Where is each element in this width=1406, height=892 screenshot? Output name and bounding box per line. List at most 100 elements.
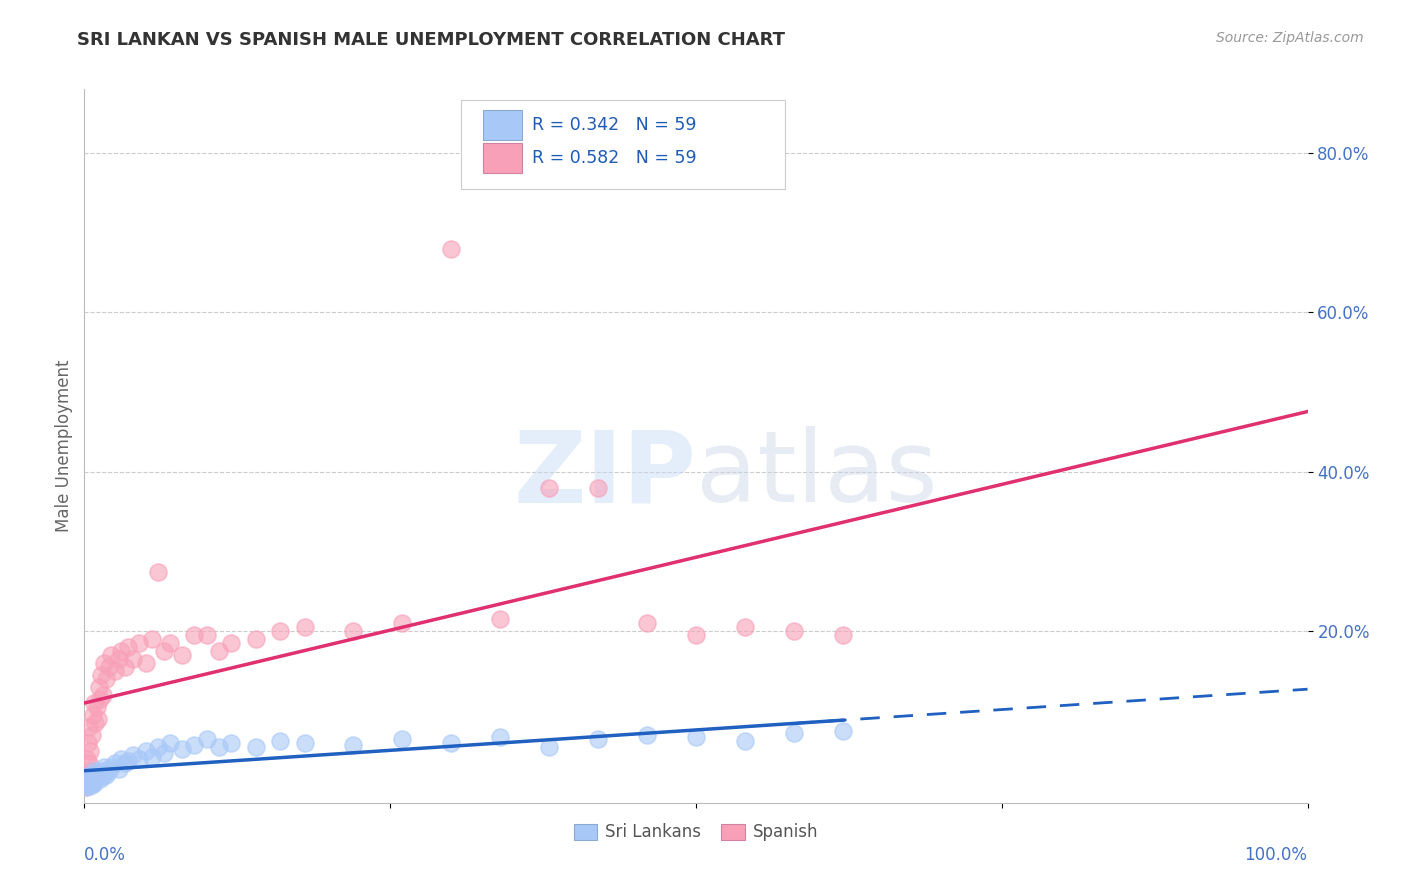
Point bbox=[77, 778, 100, 792]
Point bbox=[77, 772, 100, 786]
Point bbox=[87, 766, 110, 780]
Point bbox=[83, 768, 105, 782]
Point bbox=[97, 660, 120, 674]
Point bbox=[153, 746, 176, 760]
Text: SRI LANKAN VS SPANISH MALE UNEMPLOYMENT CORRELATION CHART: SRI LANKAN VS SPANISH MALE UNEMPLOYMENT … bbox=[77, 31, 786, 49]
FancyBboxPatch shape bbox=[484, 144, 522, 173]
Point bbox=[208, 739, 231, 754]
Point bbox=[245, 632, 267, 647]
Point bbox=[83, 696, 105, 710]
Point bbox=[586, 481, 609, 495]
Point bbox=[76, 776, 98, 790]
Point bbox=[122, 652, 145, 666]
Point bbox=[77, 774, 100, 789]
Point bbox=[153, 644, 176, 658]
Point bbox=[77, 720, 100, 734]
Point bbox=[146, 739, 169, 754]
Point bbox=[172, 742, 194, 756]
Point bbox=[117, 640, 139, 655]
Point bbox=[90, 764, 112, 778]
Point bbox=[440, 242, 463, 256]
Point bbox=[80, 728, 103, 742]
Point bbox=[685, 730, 707, 744]
Point bbox=[128, 752, 150, 766]
Point bbox=[159, 636, 181, 650]
Text: ZIP: ZIP bbox=[513, 426, 696, 523]
Point bbox=[77, 777, 100, 791]
Point bbox=[117, 754, 139, 768]
Point bbox=[80, 776, 103, 790]
Point bbox=[114, 660, 136, 674]
Point bbox=[135, 657, 157, 671]
Point bbox=[342, 624, 364, 639]
Point bbox=[76, 776, 98, 790]
Point bbox=[538, 739, 561, 754]
Text: 0.0%: 0.0% bbox=[84, 846, 127, 863]
Point bbox=[183, 628, 205, 642]
Point bbox=[83, 776, 105, 790]
Point bbox=[77, 756, 100, 770]
Point bbox=[84, 772, 107, 786]
Point bbox=[82, 772, 104, 786]
Point bbox=[107, 652, 129, 666]
Point bbox=[79, 779, 101, 793]
Point bbox=[76, 752, 98, 766]
Point bbox=[245, 739, 267, 754]
Point bbox=[219, 636, 242, 650]
Point bbox=[831, 724, 853, 739]
Point bbox=[77, 736, 100, 750]
Point bbox=[135, 744, 157, 758]
Point bbox=[83, 764, 105, 778]
Point bbox=[294, 620, 316, 634]
Point bbox=[89, 692, 111, 706]
Point bbox=[100, 760, 122, 774]
Point bbox=[77, 772, 100, 786]
Point bbox=[79, 744, 101, 758]
Point bbox=[342, 738, 364, 752]
Point bbox=[269, 734, 291, 748]
Point bbox=[82, 777, 104, 791]
Point bbox=[82, 708, 104, 723]
Point bbox=[107, 762, 129, 776]
Point bbox=[100, 648, 122, 663]
Point bbox=[91, 770, 114, 784]
FancyBboxPatch shape bbox=[484, 110, 522, 140]
Point bbox=[93, 657, 115, 671]
Text: R = 0.582   N = 59: R = 0.582 N = 59 bbox=[531, 150, 697, 168]
Point bbox=[122, 747, 145, 762]
Point bbox=[75, 780, 97, 794]
Point bbox=[183, 738, 205, 752]
Legend: Sri Lankans, Spanish: Sri Lankans, Spanish bbox=[567, 817, 825, 848]
Point bbox=[172, 648, 194, 663]
Point bbox=[110, 752, 132, 766]
Point bbox=[86, 768, 108, 782]
Point bbox=[195, 731, 218, 746]
Point bbox=[783, 726, 806, 740]
Point bbox=[79, 776, 101, 790]
Point bbox=[87, 770, 110, 784]
Point bbox=[91, 688, 114, 702]
Point bbox=[104, 665, 127, 679]
Point bbox=[77, 776, 100, 790]
Text: 100.0%: 100.0% bbox=[1244, 846, 1308, 863]
Point bbox=[77, 770, 100, 784]
Point bbox=[636, 616, 658, 631]
Point bbox=[110, 644, 132, 658]
Point bbox=[208, 644, 231, 658]
Point bbox=[75, 780, 97, 794]
Point bbox=[294, 736, 316, 750]
Point bbox=[84, 716, 107, 731]
Y-axis label: Male Unemployment: Male Unemployment bbox=[55, 359, 73, 533]
Point bbox=[734, 734, 756, 748]
Point bbox=[489, 730, 512, 744]
Point bbox=[86, 700, 108, 714]
Point bbox=[538, 481, 561, 495]
Point bbox=[87, 680, 110, 694]
Point bbox=[146, 565, 169, 579]
Point bbox=[82, 772, 104, 786]
Point bbox=[104, 756, 127, 770]
Point bbox=[391, 616, 413, 631]
Point bbox=[141, 750, 163, 764]
Point bbox=[79, 772, 101, 786]
Point bbox=[93, 760, 115, 774]
